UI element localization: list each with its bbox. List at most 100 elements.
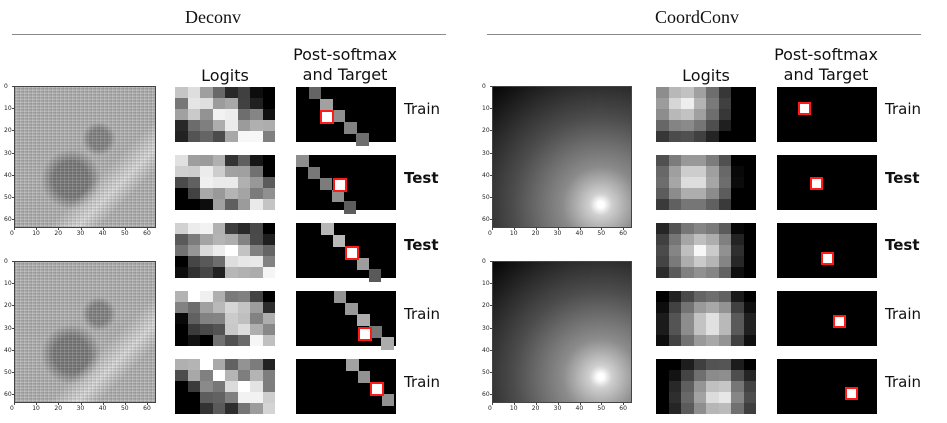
grid-cell [175,87,188,98]
grid-cell [225,324,238,335]
grid-cell [212,109,225,120]
softmax-peak [321,223,334,236]
x-tick-label: 10 [509,230,518,237]
grid-cell [743,313,756,324]
grid-cell [668,131,681,142]
grid-cell [668,381,681,392]
x-tick-mark [80,403,82,405]
x-tick-mark [601,403,603,405]
grid-cell [693,87,706,98]
x-tick-label: 30 [76,405,85,412]
softmax-peak [344,121,357,135]
grid-cell [212,359,225,370]
grid-cell [718,392,731,403]
grid-cell [187,313,200,324]
grid-cell [656,291,669,302]
grid-cell [731,291,744,302]
grid-cell [225,177,238,188]
coordconv-target-marker [810,177,823,190]
grid-cell [225,120,238,131]
deconv-target-marker [370,382,384,397]
grid-cell [175,120,188,131]
x-tick-label: 0 [488,405,492,412]
coordconv-target-marker [821,252,834,265]
x-tick-mark [579,228,581,230]
deconv-logits-grid [175,291,275,346]
grid-cell [187,120,200,131]
grid-cell [693,234,706,245]
y-tick-label: 0 [4,83,8,90]
grid-cell [200,177,213,188]
grid-cell [743,291,756,302]
grid-cell [693,291,706,302]
grid-cell [706,109,719,120]
x-tick-mark [124,403,126,405]
grid-cell [681,98,694,109]
grid-cell [175,370,188,381]
grid-cell [237,199,250,210]
grid-cell [212,392,225,403]
grid-cell [187,245,200,256]
grid-cell [731,188,744,199]
grid-cell [693,188,706,199]
grid-cell [681,199,694,210]
coordconv-row-label-4: Train [885,305,921,323]
grid-cell [656,234,669,245]
grid-cell [656,223,669,234]
grid-cell [693,166,706,177]
y-tick-mark [490,261,492,262]
grid-cell [250,403,263,414]
coordconv-target-marker [845,387,858,400]
x-tick-mark [492,228,493,230]
grid-cell [681,155,694,166]
y-tick-label: 50 [482,368,490,376]
deconv-logits-grid [175,223,275,278]
grid-cell [262,256,275,267]
grid-cell [187,381,200,392]
grid-cell [681,335,694,346]
grid-cell [693,324,706,335]
grid-cell [681,291,694,302]
deconv-title-rule [12,34,446,35]
grid-cell [706,131,719,142]
y-tick-mark [12,174,14,176]
grid-cell [237,370,250,381]
grid-cell [175,359,188,370]
grid-cell [693,302,706,313]
grid-cell [262,177,275,188]
grid-cell [681,245,694,256]
grid-cell [718,313,731,324]
grid-cell [731,199,744,210]
grid-cell [262,324,275,335]
grid-cell [718,109,731,120]
y-tick-label: 40 [4,346,12,354]
grid-cell [175,177,188,188]
grid-cell [187,335,200,346]
grid-cell [731,392,744,403]
grid-cell [200,199,213,210]
grid-cell [250,188,263,199]
grid-cell [212,335,225,346]
x-tick-label: 0 [10,405,14,412]
y-tick-mark [490,283,492,285]
grid-cell [668,313,681,324]
grid-cell [187,177,200,188]
grid-cell [681,381,694,392]
grid-cell [225,234,238,245]
x-tick-label: 40 [575,230,584,237]
grid-cell [175,188,188,199]
grid-cell [681,120,694,131]
grid-cell [668,335,681,346]
grid-cell [250,392,263,403]
x-tick-label: 50 [597,405,606,412]
grid-cell [706,87,719,98]
y-tick-label: 30 [482,324,490,332]
grid-cell [731,403,744,414]
grid-cell [706,188,719,199]
grid-cell [656,302,669,313]
grid-cell [668,177,681,188]
grid-cell [212,234,225,245]
grid-cell [706,155,719,166]
y-tick-mark [12,283,14,285]
grid-cell [212,131,225,142]
